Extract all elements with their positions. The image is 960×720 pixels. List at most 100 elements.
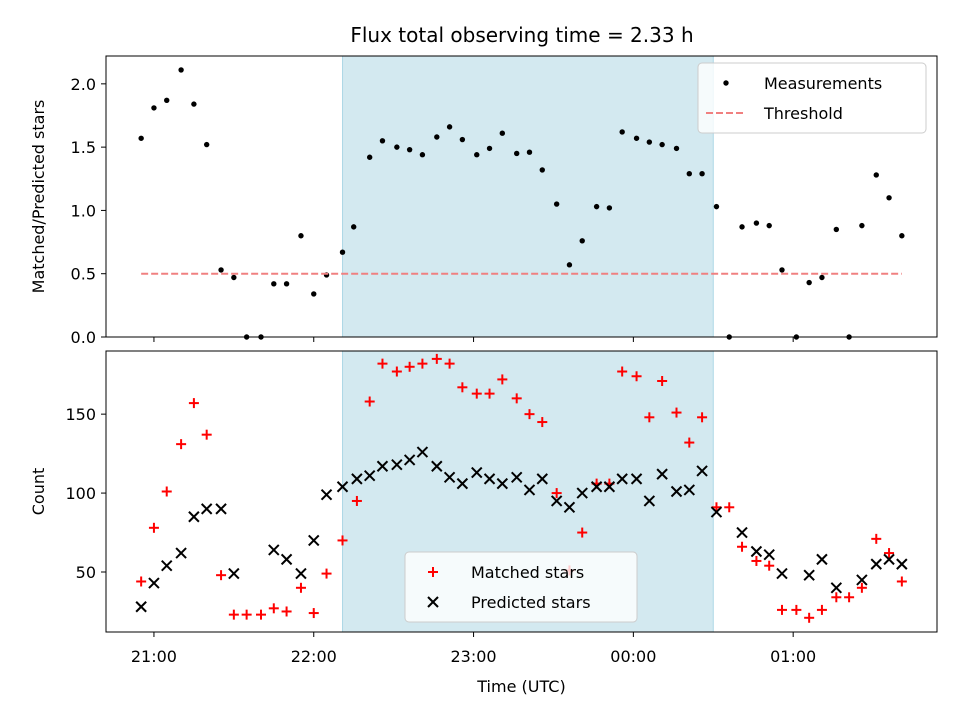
matched-star-point: [816, 604, 827, 615]
top-ytick-label: 1.5: [71, 138, 96, 157]
predicted-star-point: [696, 465, 708, 477]
bottom-ylabel: Count: [29, 468, 48, 516]
measurement-point: [379, 138, 386, 144]
predicted-star-point: [443, 471, 456, 483]
measurement-point: [526, 149, 533, 155]
chart-title: Flux total observing time = 2.33 h: [350, 23, 693, 47]
measurement-point: [833, 226, 840, 233]
matched-star-point: [136, 576, 147, 587]
predicted-star-point: [295, 567, 307, 580]
matched-star-point: [391, 366, 402, 377]
predicted-star-point: [320, 488, 333, 501]
measurement-point: [686, 171, 692, 177]
predicted-star-point: [590, 481, 603, 493]
measurement-point: [553, 201, 560, 207]
matched-star-point: [577, 527, 588, 538]
matched-star-point: [524, 409, 535, 420]
matched-star-point: [377, 358, 388, 369]
measurement-point: [873, 172, 879, 178]
predicted-star-point: [200, 503, 213, 515]
matched-star-point: [804, 612, 815, 623]
predicted-star-point: [616, 473, 628, 485]
measurement-point: [366, 154, 373, 160]
measurement-point: [218, 267, 224, 273]
predicted-star-point: [683, 484, 696, 496]
measurement-point: [283, 281, 290, 287]
matched-star-point: [295, 582, 306, 593]
predicted-star-point: [175, 547, 187, 559]
bottom-ytick-label: 150: [65, 405, 96, 424]
measurement-point: [699, 171, 705, 177]
predicted-star-point: [803, 569, 815, 581]
xtick-label: 21:00: [131, 647, 177, 666]
predicted-star-point: [563, 501, 576, 513]
measurement-point: [806, 279, 812, 286]
measurement-point: [633, 135, 640, 141]
measurement-point: [673, 145, 680, 152]
matched-star-point: [176, 439, 187, 450]
top-legend-box: [697, 62, 927, 134]
matched-star-point: [644, 412, 655, 423]
predicted-star-point: [896, 558, 908, 570]
matched-star-point: [241, 609, 252, 620]
predicted-star-point: [576, 487, 588, 499]
measurement-point: [619, 129, 625, 135]
predicted-star-point: [776, 567, 788, 580]
predicted-star-point: [471, 466, 483, 479]
matched-star-point: [657, 375, 668, 386]
matched-star-point: [671, 407, 682, 418]
predicted-star-point: [148, 577, 160, 589]
predicted-star-point: [280, 553, 293, 566]
predicted-star-point: [670, 485, 683, 498]
matched-star-point: [631, 371, 642, 382]
predicted-star-point: [603, 481, 616, 493]
matched-star-point: [321, 568, 332, 579]
predicted-star-point: [816, 553, 828, 566]
matched-star-point: [471, 388, 482, 399]
predicted-star-point: [750, 545, 763, 558]
matched-star-point: [431, 353, 442, 364]
measurement-point: [779, 267, 785, 273]
predicted-star-point: [496, 477, 509, 490]
matched-star-point: [404, 361, 415, 372]
matched-star-point: [484, 388, 495, 399]
matched-star-point: [551, 488, 562, 499]
top-series-0: [138, 67, 905, 340]
predicted-star-point: [351, 473, 363, 485]
top-shaded-span: [342, 55, 714, 338]
predicted-star-point: [510, 471, 523, 483]
matched-star-point: [831, 592, 842, 603]
predicted-star-point: [336, 481, 349, 493]
predicted-star-point: [763, 548, 775, 561]
matched-star-point: [281, 606, 292, 617]
measurement-point: [406, 146, 413, 153]
top-ytick-label: 0.0: [71, 328, 96, 347]
predicted-star-point: [403, 454, 416, 466]
predicted-star-point: [736, 526, 748, 539]
predicted-star-point: [416, 446, 429, 458]
legend-label: Threshold: [763, 104, 843, 123]
legend-marker-dot: [723, 80, 729, 86]
top-ytick-label: 0.5: [71, 265, 96, 284]
predicted-star-point: [228, 567, 240, 580]
measurement-point: [138, 135, 144, 141]
top-panel: 0.0 0.5 1.0 1.5 2.0 Matched/Predicted stars Me…: [29, 55, 938, 347]
matched-star-point: [268, 603, 279, 614]
matched-star-point: [844, 592, 855, 603]
xtick-label: 00:00: [610, 647, 656, 666]
bottom-legend: Matched stars Predicted stars: [404, 551, 638, 623]
measurement-point: [659, 141, 665, 148]
predicted-star-point: [656, 468, 668, 480]
bottom-series-1: [135, 446, 908, 613]
predicted-star-point: [856, 574, 868, 586]
bottom-panel: 50 100 150 21:00 22:00 23:00 00:00 01:00 Count Ti…: [29, 350, 938, 696]
measurement-point: [819, 274, 825, 281]
legend-label: Measurements: [764, 74, 882, 93]
matched-star-point: [871, 533, 882, 544]
matched-star-point: [497, 374, 508, 385]
matched-star-point: [364, 396, 375, 407]
matched-star-point: [791, 604, 802, 615]
predicted-star-point: [710, 506, 723, 518]
top-ytick-label: 2.0: [71, 75, 96, 94]
